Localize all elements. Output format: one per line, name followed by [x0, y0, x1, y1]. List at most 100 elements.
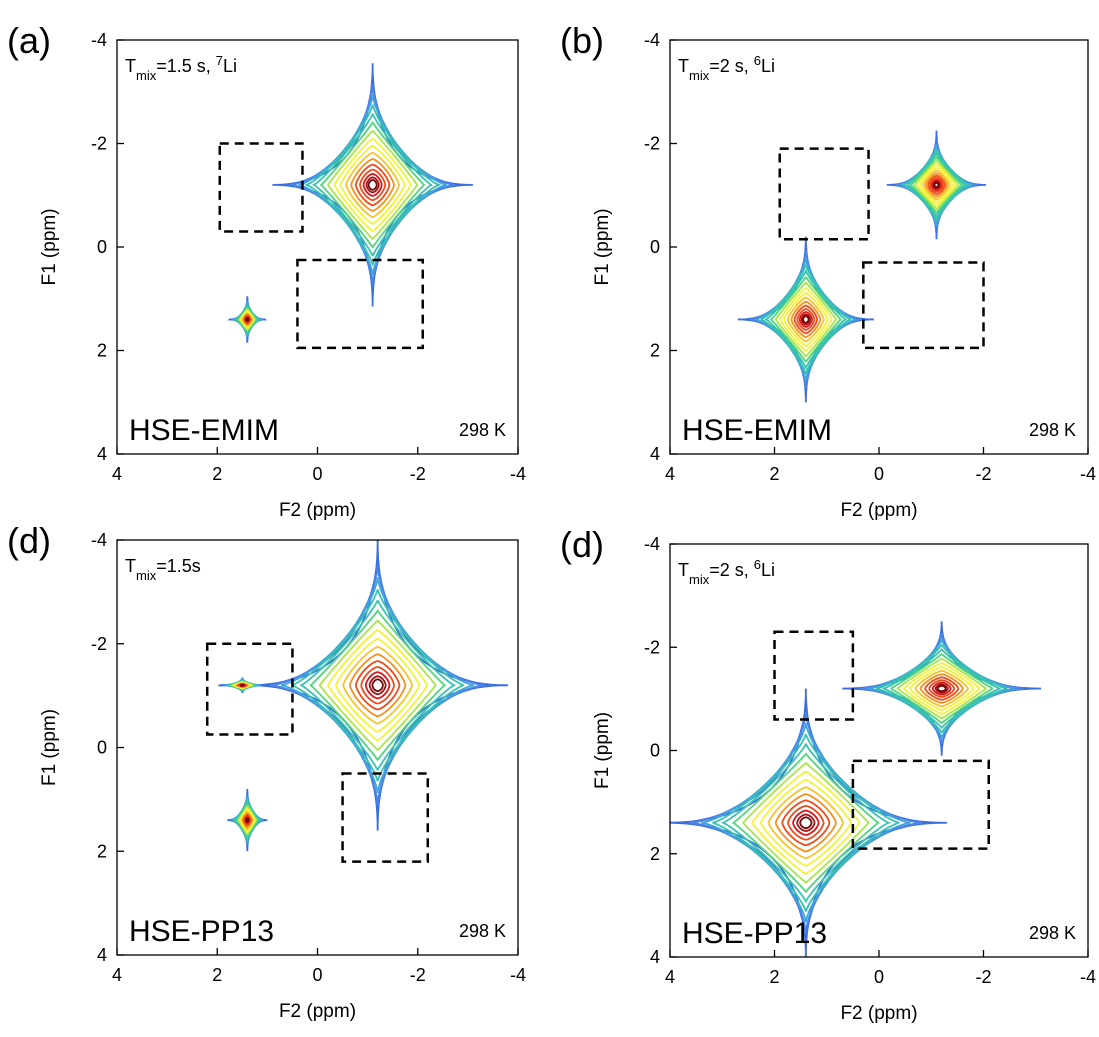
contour-line: [793, 304, 819, 335]
contour-line: [689, 711, 923, 934]
annotation: Tmix=1.5s: [125, 556, 201, 583]
contour-line: [903, 148, 970, 221]
x-tick-label: -2: [410, 464, 426, 484]
contour-line: [800, 313, 811, 326]
panel-label: (d): [7, 520, 51, 561]
contour-line: [367, 179, 378, 191]
y-tick-label: -2: [644, 134, 660, 154]
x-tick-label: 0: [312, 464, 322, 484]
contour-line: [913, 158, 960, 212]
annotation-part: Li: [223, 56, 237, 76]
contour-line: [742, 761, 870, 884]
contour-line: [677, 700, 935, 946]
contour-line: [759, 778, 853, 867]
contour-line: [931, 179, 942, 191]
contour-line: [368, 675, 387, 696]
x-tick-label: 2: [212, 965, 222, 985]
contour-line: [298, 94, 447, 276]
contour-line: [778, 286, 833, 353]
contour-line: [922, 169, 951, 201]
exchange-region: [862, 261, 985, 350]
annotation-part: 7: [216, 53, 223, 68]
x-tick-label: 0: [312, 965, 322, 985]
x-axis-label: F2 (ppm): [279, 500, 356, 521]
contour-line: [914, 669, 970, 708]
annotation-part: =1.5 s,: [156, 56, 216, 76]
panel: 4 2 0 -2 -4 -4 -2 0 2 4 F2 (ppm) F1 (ppm) (d) HSE-PP1…: [7, 520, 526, 1022]
y-tick-label: 0: [97, 237, 107, 257]
contour-line: [802, 315, 810, 324]
y-tick-label: 2: [650, 341, 660, 361]
contour-line: [245, 818, 249, 823]
contour-line: [365, 671, 391, 700]
contour-line: [890, 652, 994, 725]
panel-label: (b): [560, 20, 604, 61]
temperature-label: 298 K: [459, 921, 506, 941]
x-tick-label: 2: [769, 464, 779, 484]
contour-line: [349, 653, 407, 718]
y-axis-label: F1 (ppm): [39, 709, 60, 786]
temperature-label: 298 K: [1029, 420, 1076, 440]
contour-line: [311, 113, 433, 257]
contour-line: [881, 648, 1002, 730]
contour-line: [360, 666, 395, 705]
y-tick-label: 4: [650, 444, 660, 464]
x-tick-label: 4: [665, 464, 675, 484]
annotation-part: 6: [754, 53, 761, 68]
contour-line: [280, 577, 475, 794]
exchange-region: [773, 630, 855, 721]
annotation-part: T: [678, 56, 689, 76]
contour-line: [787, 805, 825, 841]
exchange-region: [296, 258, 425, 350]
x-tick-label: 0: [874, 967, 884, 987]
contour-line: [932, 180, 941, 190]
y-tick-label: -4: [644, 30, 660, 50]
contour-line: [792, 809, 820, 836]
contour-line: [768, 276, 843, 363]
x-axis-label: F2 (ppm): [840, 1003, 917, 1024]
y-tick-label: 0: [650, 741, 660, 761]
x-tick-label: -4: [510, 464, 526, 484]
sample-label: HSE-EMIM: [129, 414, 279, 447]
contour-line: [247, 540, 509, 831]
contour-line: [339, 144, 406, 225]
contour-line: [919, 166, 954, 204]
x-tick-label: -4: [1080, 967, 1096, 987]
contour-line: [907, 150, 968, 219]
contour-line: [783, 291, 829, 348]
annotation-part: 6: [754, 557, 761, 572]
y-tick-label: -2: [91, 634, 107, 654]
temperature-label: 298 K: [1029, 923, 1076, 943]
contour-line: [304, 104, 442, 266]
contour-line: [326, 629, 429, 742]
contour-line: [309, 609, 447, 762]
contour-line: [245, 317, 249, 322]
contour-line: [924, 676, 960, 701]
contour-line: [345, 151, 401, 219]
annotation-part: mix: [136, 568, 157, 583]
annotation-part: Li: [761, 560, 775, 580]
contour-line: [787, 296, 825, 343]
x-tick-label: 4: [665, 967, 675, 987]
contour-line: [319, 121, 426, 249]
contour-line: [774, 281, 838, 358]
exchange-region: [205, 642, 294, 736]
annotation-part: =1.5s: [156, 556, 201, 576]
annotation-part: T: [125, 56, 136, 76]
exchange-region: [778, 147, 870, 241]
contour-line: [931, 681, 952, 696]
contour-line: [799, 816, 813, 830]
y-axis-label: F1 (ppm): [592, 208, 613, 285]
contour-line: [936, 684, 947, 693]
contour-line: [365, 176, 380, 194]
contour-line: [896, 657, 987, 720]
plot-area: [737, 130, 987, 403]
contour-line: [241, 812, 253, 829]
x-tick-label: 2: [212, 464, 222, 484]
plot-frame: [116, 539, 519, 956]
annotation-part: mix: [136, 68, 157, 83]
contour-line: [359, 168, 387, 202]
x-tick-label: -2: [975, 464, 991, 484]
contour-line: [720, 742, 892, 904]
